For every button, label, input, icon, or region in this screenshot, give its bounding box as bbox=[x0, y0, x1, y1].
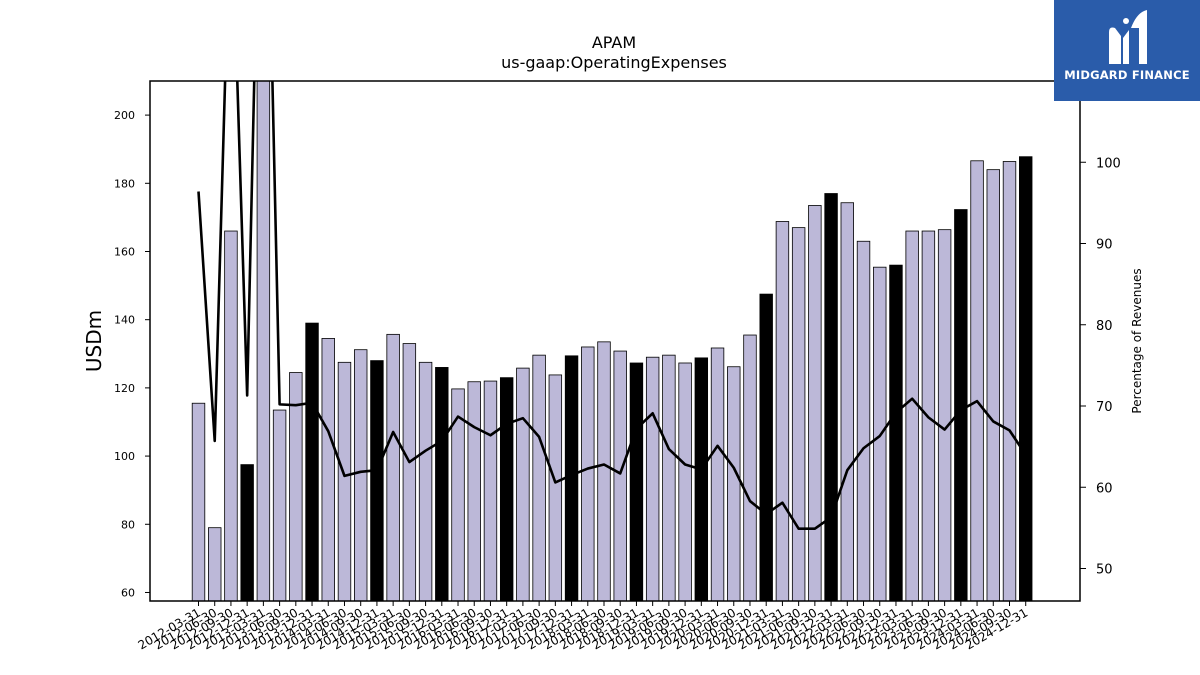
y-tick-label: 140 bbox=[114, 314, 135, 327]
bar-2013-06-30 bbox=[272, 409, 287, 601]
bar-2014-12-31 bbox=[370, 360, 384, 601]
y2-tick-label: 50 bbox=[1096, 563, 1113, 578]
bar-2018-12-31 bbox=[629, 362, 644, 601]
bar-2023-03-31 bbox=[905, 230, 919, 601]
bar-2015-09-30 bbox=[418, 361, 433, 601]
y2-tick-label: 90 bbox=[1096, 238, 1113, 253]
bar-2014-06-30 bbox=[337, 361, 352, 601]
y-tick-label: 160 bbox=[114, 245, 135, 258]
bar-2018-09-30 bbox=[613, 350, 627, 601]
bar-2013-12-31 bbox=[305, 322, 319, 601]
bar-2024-09-30 bbox=[1002, 161, 1017, 601]
bar-2017-03-31 bbox=[516, 367, 530, 601]
bar-2022-03-31 bbox=[840, 202, 855, 601]
bar-2014-09-30 bbox=[353, 349, 368, 601]
bars-layer bbox=[191, 81, 1033, 601]
bar-2017-12-31 bbox=[564, 355, 579, 601]
bar-2017-09-30 bbox=[548, 374, 563, 601]
bar-2014-03-31 bbox=[321, 338, 335, 601]
midgard-m-logo-icon bbox=[1109, 10, 1147, 64]
bar-2019-03-31 bbox=[645, 356, 660, 601]
line-layer bbox=[197, 81, 1027, 530]
bar-2019-09-30 bbox=[678, 362, 692, 601]
y2-axis-label: Percentage of Revenues bbox=[1130, 268, 1144, 413]
bar-2020-06-30 bbox=[727, 366, 741, 601]
bar-2022-06-30 bbox=[856, 240, 871, 601]
bar-2021-09-30 bbox=[808, 205, 822, 601]
bar-2012-06-30 bbox=[208, 527, 222, 601]
bar-2022-12-31 bbox=[889, 264, 903, 601]
bar-2013-09-30 bbox=[289, 372, 303, 601]
bar-2020-12-31 bbox=[759, 293, 773, 601]
y2-tick-label: 70 bbox=[1096, 400, 1113, 415]
y2-tick-label: 80 bbox=[1096, 319, 1113, 334]
bar-2024-06-30 bbox=[986, 169, 1000, 601]
chart-subtitle: us-gaap:OperatingExpenses bbox=[501, 53, 727, 72]
y-axis-ticks: 60 80 100 120 140 160 180 200 bbox=[114, 109, 150, 599]
y2-tick-label: 100 bbox=[1096, 156, 1121, 171]
bar-2016-09-30 bbox=[483, 380, 498, 601]
bar-2012-03-31 bbox=[191, 402, 206, 601]
bar-2024-12-31 bbox=[1019, 156, 1033, 601]
y-tick-label: 60 bbox=[121, 586, 135, 599]
brand-name: MIDGARD FINANCE bbox=[1064, 68, 1190, 82]
plot-frame bbox=[149, 80, 1081, 602]
chart-title: APAM bbox=[592, 33, 636, 52]
bar-2012-12-31 bbox=[240, 464, 254, 601]
bar-2015-06-30 bbox=[402, 343, 417, 601]
bar-2024-03-31 bbox=[970, 160, 984, 601]
bar-2016-03-31 bbox=[451, 388, 465, 601]
y2-axis-ticks: 50 60 70 80 90 100 bbox=[1080, 156, 1121, 578]
y-tick-label: 180 bbox=[114, 177, 135, 190]
bar-2018-06-30 bbox=[597, 341, 611, 601]
bar-2013-03-31 bbox=[256, 81, 271, 601]
bar-2019-12-31 bbox=[694, 357, 709, 601]
y2-tick-label: 60 bbox=[1096, 481, 1113, 496]
bar-2021-06-30 bbox=[791, 227, 806, 601]
bar-2018-03-31 bbox=[581, 346, 595, 601]
bar-2016-12-31 bbox=[499, 377, 514, 601]
bar-2019-06-30 bbox=[662, 354, 676, 601]
y-tick-label: 80 bbox=[121, 518, 135, 531]
bar-2023-09-30 bbox=[937, 229, 952, 601]
y-tick-label: 100 bbox=[114, 450, 135, 463]
bar-2017-06-30 bbox=[532, 354, 546, 601]
y-axis-label: USDm bbox=[82, 310, 106, 372]
bar-2015-03-31 bbox=[386, 333, 400, 601]
x-axis-ticks: 2012-03-312012-06-302012-09-302012-12-31… bbox=[136, 601, 1030, 652]
bar-2021-03-31 bbox=[775, 221, 790, 601]
bar-2021-12-31 bbox=[824, 193, 838, 601]
y-tick-label: 200 bbox=[114, 109, 135, 122]
bar-2020-03-31 bbox=[710, 347, 725, 601]
bar-2020-09-30 bbox=[743, 334, 757, 601]
y-tick-label: 120 bbox=[114, 382, 135, 395]
ratio-line bbox=[197, 81, 1027, 530]
bar-2012-09-30 bbox=[224, 230, 238, 601]
bar-2016-06-30 bbox=[467, 381, 481, 601]
brand-logo-box: MIDGARD FINANCE bbox=[1054, 0, 1200, 101]
bar-2015-12-31 bbox=[435, 367, 449, 601]
